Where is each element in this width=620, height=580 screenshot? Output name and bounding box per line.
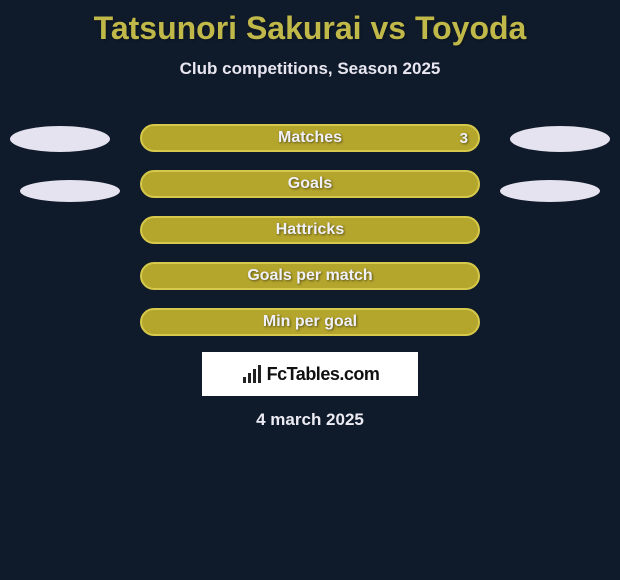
stat-label: Matches bbox=[142, 129, 478, 147]
stat-bar-matches: Matches 3 bbox=[140, 124, 480, 152]
comparison-row: Goals bbox=[0, 166, 620, 212]
stat-bar-goals-per-match: Goals per match bbox=[140, 262, 480, 290]
stat-bar-min-per-goal: Min per goal bbox=[140, 308, 480, 336]
stat-bar-goals: Goals bbox=[140, 170, 480, 198]
date-caption: 4 march 2025 bbox=[0, 410, 620, 430]
source-logo: FcTables.com bbox=[202, 352, 418, 396]
comparison-row: Goals per match bbox=[0, 258, 620, 304]
stat-bar-hattricks: Hattricks bbox=[140, 216, 480, 244]
stat-label: Min per goal bbox=[142, 313, 478, 331]
comparison-row: Min per goal bbox=[0, 304, 620, 350]
bar-chart-icon bbox=[241, 365, 263, 383]
page-title: Tatsunori Sakurai vs Toyoda bbox=[0, 0, 620, 47]
comparison-rows: Matches 3 Goals Hattricks Goals per matc… bbox=[0, 120, 620, 350]
stat-label: Goals per match bbox=[142, 267, 478, 285]
page-subtitle: Club competitions, Season 2025 bbox=[0, 59, 620, 79]
stat-value: 3 bbox=[460, 130, 468, 147]
comparison-row: Hattricks bbox=[0, 212, 620, 258]
comparison-row: Matches 3 bbox=[0, 120, 620, 166]
stat-label: Goals bbox=[142, 175, 478, 193]
stat-label: Hattricks bbox=[142, 221, 478, 239]
source-logo-text: FcTables.com bbox=[267, 364, 380, 385]
